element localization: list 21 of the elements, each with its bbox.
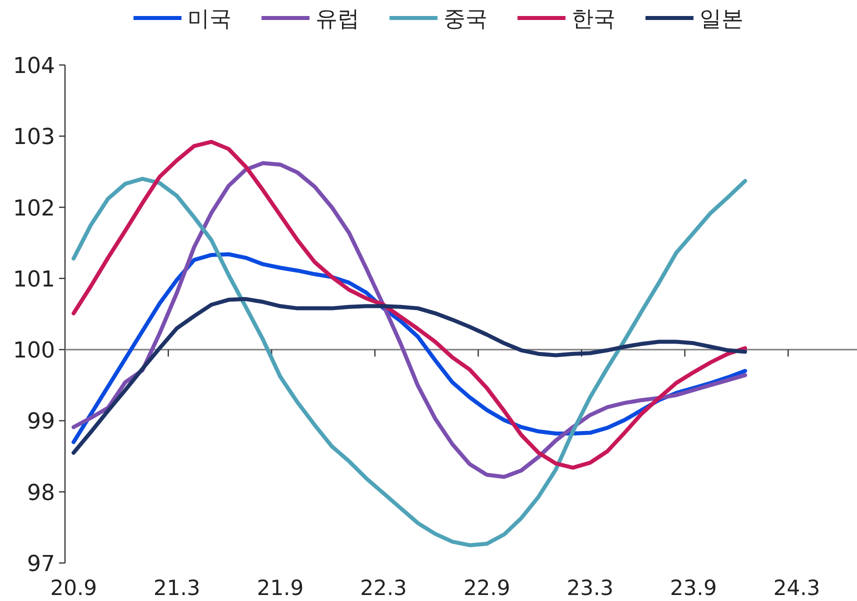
x-tick-label: 23.3 xyxy=(566,576,614,600)
legend-label: 한국 xyxy=(572,7,616,32)
legend-label: 중국 xyxy=(444,7,488,32)
y-tick-label: 99 xyxy=(27,410,55,435)
y-tick-label: 98 xyxy=(27,480,55,506)
x-tick-label: 20.9 xyxy=(50,576,97,600)
legend-label: 미국 xyxy=(188,7,232,32)
legend-label: 유럽 xyxy=(316,7,360,32)
y-tick-label: 100 xyxy=(13,338,55,364)
y-tick-label: 104 xyxy=(13,54,55,79)
legend-label: 일본 xyxy=(700,7,744,32)
x-tick-label: 21.3 xyxy=(154,576,200,600)
y-tick-label: 97 xyxy=(27,552,55,577)
y-tick-label: 101 xyxy=(13,267,55,292)
y-tick-label: 103 xyxy=(13,125,55,150)
x-tick-label: 22.9 xyxy=(463,576,510,600)
x-tick-label: 22.3 xyxy=(360,576,407,600)
y-tick-label: 102 xyxy=(13,196,55,222)
x-tick-label: 21.9 xyxy=(256,576,304,600)
x-tick-label: 23.9 xyxy=(670,576,717,600)
x-tick-label: 24.3 xyxy=(773,576,820,600)
